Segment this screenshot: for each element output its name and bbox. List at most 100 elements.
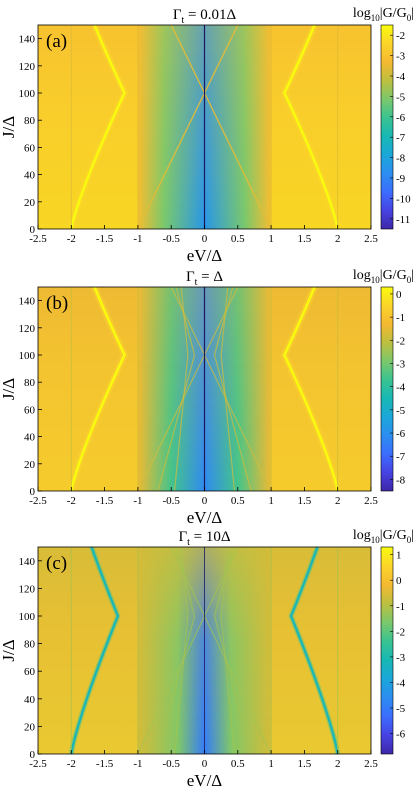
x-tick-label: 0.5 [231,758,245,770]
inner-state-line [213,547,252,754]
x-tick-label: -0.5 [162,495,180,507]
x-tick-label: -1 [133,233,142,245]
panel-b: -2.5 -2 -1.5 -1 -0.5 0 0.5 1 1.5 2 2.5 0 20 40 60 80 100… [0,268,414,527]
colorbar-tick-label: -5 [396,405,406,417]
colorbar-tick-label: -4 [396,677,406,689]
x-tick-label: -2.5 [29,758,47,770]
x-tick-label: -2.5 [29,495,47,507]
x-tick-label: -1.5 [96,495,114,507]
colorbar-tick-label: -3 [396,359,406,371]
colorbar-tick-label: -9 [396,173,406,185]
colorbar-tick-label: -3 [396,51,406,63]
colorbar-tick-label: 0 [396,575,402,587]
colorbar-label: log10|G/G0| [353,268,414,285]
y-tick-label: 140 [19,296,36,308]
inner-state-line [137,25,206,229]
x-tick-label: 1.5 [298,233,312,245]
y-tick-label: 0 [30,224,36,236]
y-tick-label: 40 [24,170,36,182]
colorbar-tick-label: -6 [396,112,406,124]
side-band [38,287,138,491]
resonance-curve [70,287,126,491]
colorbar-tick-label: -8 [396,474,406,486]
inner-state-line [220,287,236,491]
heatmap-area [38,287,371,491]
x-tick-label: 2.5 [364,758,378,770]
x-tick-label: -1 [133,495,142,507]
y-axis-label: J/Δ [0,639,18,661]
x-tick-label: 1.5 [298,758,312,770]
inner-state-line [213,287,252,491]
x-tick-label: 2.5 [364,233,378,245]
x-tick-label: 0.5 [231,495,245,507]
y-axis-label: J/Δ [0,378,18,400]
colorbar-tick-label: -4 [396,382,406,394]
x-tick-label: -1.5 [96,233,114,245]
panel-label: (a) [46,31,67,52]
y-tick-label: 20 [24,459,36,471]
panel-a: -2.5 -2 -1.5 -1 -0.5 0 0.5 1 1.5 2 2.5 0 20 40 60 80 100… [0,6,414,265]
x-tick-label: 2 [335,233,341,245]
y-tick-label: 40 [24,694,36,706]
x-tick-label: 1.5 [298,495,312,507]
x-tick-label: 2 [335,495,341,507]
side-band [271,287,371,491]
x-axis-label: eV/Δ [187,508,223,527]
x-tick-label: 1 [268,758,274,770]
colorbar-tick-label: -2 [396,335,405,347]
side-band [38,25,138,229]
colorbar [380,286,394,492]
colorbar-tick-label: 0 [396,289,402,301]
y-tick-label: 0 [30,486,36,498]
y-tick-label: 140 [19,556,36,568]
x-tick-label: 0 [202,758,208,770]
y-tick-label: 40 [24,432,36,444]
inner-state-line [173,547,189,754]
inner-state-line [137,547,206,754]
x-tick-label: 0 [202,495,208,507]
colorbar-tick-label: -7 [396,132,406,144]
colorbar [380,546,394,755]
y-tick-label: 100 [19,88,36,100]
x-tick-label: -2.5 [29,233,47,245]
x-tick-label: -2 [67,758,76,770]
y-tick-label: 80 [24,639,36,651]
y-tick-label: 80 [24,115,36,127]
resonance-curve [289,547,339,754]
inner-state-line [203,547,272,754]
resonance-curve [70,547,120,754]
heatmap-area [38,547,371,754]
colorbar-tick-label: -7 [396,451,406,463]
resonance-curve [70,25,126,229]
colorbar-tick-label: -6 [396,428,406,440]
colorbar-tick-label: -6 [396,729,406,741]
heatmap-area [38,25,371,229]
y-tick-label: 20 [24,721,36,733]
y-tick-label: 60 [24,404,36,416]
y-axis-label: J/Δ [0,116,18,138]
x-tick-label: -2 [67,495,76,507]
panel-title: Γt = 10Δ [178,529,230,548]
colorbar-tick-label: -11 [396,214,410,226]
x-tick-label: -0.5 [162,758,180,770]
colorbar-label: log10|G/G0| [353,6,414,23]
y-tick-label: 140 [19,34,36,46]
side-band [38,547,138,754]
y-tick-label: 80 [24,377,36,389]
x-tick-label: -0.5 [162,233,180,245]
colorbar-tick-label: -1 [396,312,405,324]
y-tick-label: 60 [24,142,36,154]
colorbar-tick-label: -5 [396,703,406,715]
colorbar-tick-label: -1 [396,601,405,613]
colorbar-tick-label: 1 [396,550,402,562]
x-tick-label: -1.5 [96,758,114,770]
inner-state-line [137,287,206,491]
colorbar-tick-label: -5 [396,91,406,103]
x-tick-label: 0.5 [231,233,245,245]
colorbar-tick-label: -10 [396,193,411,205]
y-tick-label: 120 [19,61,36,73]
inner-state-line [157,547,196,754]
y-tick-label: 60 [24,666,36,678]
side-band [271,547,371,754]
